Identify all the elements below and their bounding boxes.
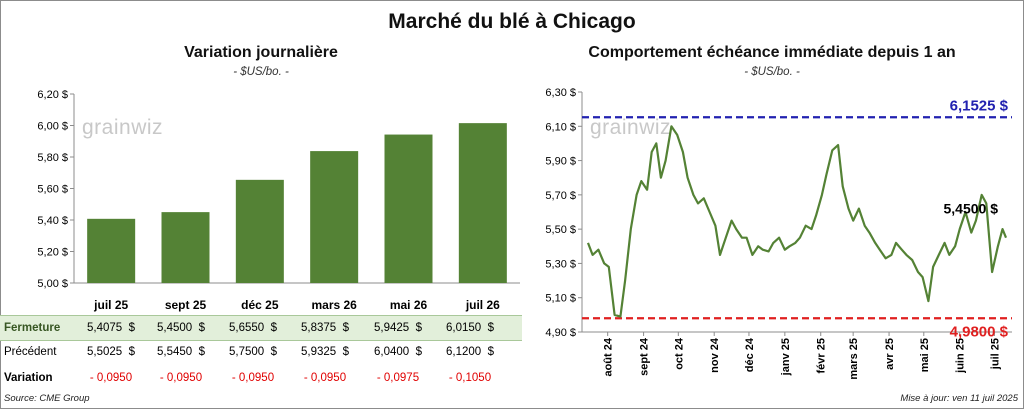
table-cell: 5,9325 $ — [301, 346, 349, 358]
x-tick-label: avr 25 — [884, 338, 896, 370]
main-title: Marché du blé à Chicago — [388, 10, 636, 33]
x-category-label: juil 26 — [465, 298, 500, 312]
table-cell: 5,8375 $ — [301, 322, 349, 334]
bar — [384, 134, 433, 283]
daily-variation-bar-chart: 5,00 $ 5,20 $ 5,40 $ 5,60 $ 5,80 $ 6,00 $ 6,20… — [37, 89, 520, 312]
source-note: Source: CME Group — [4, 393, 90, 404]
y-tick-label: 6,00 $ — [37, 121, 68, 133]
table-cell: - 0,1050 — [448, 372, 492, 384]
bar — [458, 123, 507, 283]
y-tick-label: 5,40 $ — [37, 215, 68, 227]
table-cell: 5,7500 $ — [229, 346, 277, 358]
y-tick-label: 6,20 $ — [37, 89, 68, 101]
x-category-label: mai 26 — [390, 298, 428, 312]
x-category-label: déc 25 — [241, 298, 279, 312]
table-cell: 5,6550 $ — [229, 322, 277, 334]
table-cell: 6,0400 $ — [374, 346, 422, 358]
x-tick-label: juil 25 — [989, 338, 1001, 370]
bar — [310, 151, 359, 283]
table-cell: - 0,0950 — [159, 372, 203, 384]
watermark-right: grainwiz — [590, 116, 672, 139]
bar — [235, 179, 284, 283]
right-chart-title: Comportement échéance immédiate depuis 1… — [588, 44, 956, 61]
y-tick-label: 5,10 $ — [545, 293, 576, 305]
last-price-label: 5,4500 $ — [944, 201, 999, 217]
y-tick-label: 5,30 $ — [545, 258, 576, 270]
table-cell: 5,9425 $ — [374, 322, 422, 334]
y-tick-label: 5,50 $ — [545, 224, 576, 236]
row-label: Fermeture — [4, 322, 61, 334]
x-tick-label: déc 24 — [744, 337, 756, 372]
y-tick-label: 6,30 $ — [545, 87, 576, 99]
right-chart-unit: - $US/bo. - — [744, 66, 800, 78]
x-tick-label: mars 25 — [848, 338, 860, 380]
row-label: Variation — [4, 372, 53, 384]
x-category-label: mars 26 — [311, 298, 357, 312]
x-tick-label: oct 24 — [673, 337, 685, 370]
update-note: Mise à jour: ven 11 juil 2025 — [900, 393, 1018, 404]
table-cell: - 0,0950 — [231, 372, 275, 384]
low-reference-label: 4,9800 $ — [950, 323, 1009, 340]
x-tick-label: août 24 — [603, 337, 615, 376]
x-tick-label: févr 25 — [816, 338, 828, 373]
table-cell: 5,4500 $ — [157, 322, 205, 334]
table-cell: 5,5450 $ — [157, 346, 205, 358]
table-cell: 6,0150 $ — [446, 322, 494, 334]
x-tick-label: mai 25 — [919, 338, 931, 372]
table-cell: - 0,0950 — [89, 372, 133, 384]
table-cell: - 0,0950 — [303, 372, 347, 384]
table-cell: - 0,0975 — [376, 372, 420, 384]
y-tick-label: 4,90 $ — [545, 327, 576, 339]
table-cell: 6,1200 $ — [446, 346, 494, 358]
front-month-line-chart: 4,90 $ 5,10 $ 5,30 $ 5,50 $ 5,70 $ 5,90 $ 6,10… — [545, 87, 1012, 380]
y-tick-label: 6,10 $ — [545, 121, 576, 133]
bar — [87, 218, 136, 283]
left-chart-unit: - $US/bo. - — [233, 66, 289, 78]
y-tick-label: 5,80 $ — [37, 152, 68, 164]
table-row-change: Variation - 0,0950 - 0,0950 - 0,0950 - 0,095… — [0, 366, 522, 390]
table-row-close: Fermeture 5,4075 $ 5,4500 $ 5,6550 $ 5,8375 … — [0, 315, 522, 341]
table-cell: 5,5025 $ — [87, 346, 135, 358]
table-row-previous: Précédent 5,5025 $ 5,5450 $ 5,7500 $ 5,9325 … — [0, 340, 522, 364]
y-tick-label: 5,70 $ — [545, 190, 576, 202]
y-tick-label: 5,60 $ — [37, 184, 68, 196]
left-chart-title: Variation journalière — [184, 44, 338, 61]
x-tick-label: janv 25 — [780, 338, 792, 376]
x-category-label: juil 25 — [93, 298, 128, 312]
x-tick-label: nov 24 — [709, 337, 721, 373]
bar — [161, 212, 210, 283]
table-cell: 5,4075 $ — [87, 322, 135, 334]
x-category-label: sept 25 — [165, 298, 207, 312]
x-tick-label: juin 25 — [955, 338, 967, 374]
y-tick-label: 5,00 $ — [37, 278, 68, 290]
watermark-left: grainwiz — [82, 116, 164, 139]
high-reference-label: 6,1525 $ — [950, 97, 1009, 114]
x-tick-label: sept 24 — [639, 337, 651, 376]
price-series-line — [586, 125, 1008, 318]
y-tick-label: 5,90 $ — [545, 156, 576, 168]
row-label: Précédent — [4, 346, 57, 358]
y-tick-label: 5,20 $ — [37, 247, 68, 259]
